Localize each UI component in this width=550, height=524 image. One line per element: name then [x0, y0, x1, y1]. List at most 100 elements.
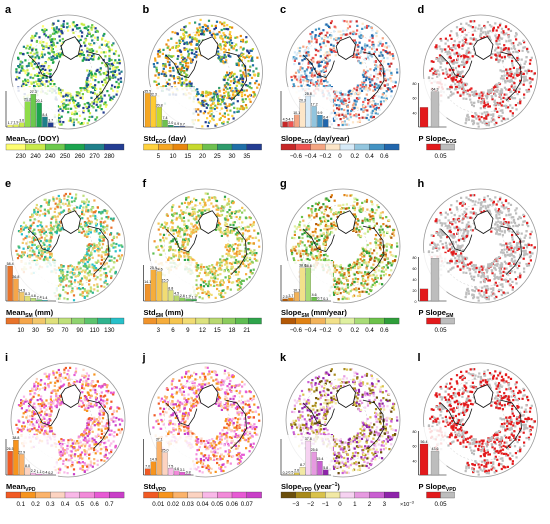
map-pixel	[240, 282, 243, 286]
colorbar-tick-label: 10	[17, 327, 24, 334]
map-pixel	[496, 37, 499, 40]
map-pixel	[379, 40, 382, 43]
map-pixel	[226, 109, 229, 112]
map-pixel	[229, 36, 232, 39]
map-pixel	[173, 77, 176, 80]
map-pixel	[473, 116, 476, 119]
map-pixel	[87, 265, 90, 268]
map-pixel	[107, 45, 110, 48]
map-pixel	[212, 92, 215, 95]
map-pixel	[501, 60, 504, 63]
map-pixel	[46, 251, 49, 254]
map-pixel	[303, 70, 306, 73]
map-pixel	[41, 44, 44, 47]
map-pixel	[45, 80, 48, 83]
map-pixel	[364, 74, 367, 77]
map-pixel	[358, 117, 361, 120]
map-pixel	[351, 104, 355, 107]
map-pixel	[172, 69, 175, 72]
map-pixel	[464, 83, 467, 86]
map-pixel	[226, 71, 229, 74]
map-pixel	[200, 32, 203, 36]
map-pixel	[203, 271, 207, 274]
map-pixel	[298, 62, 301, 65]
map-pixel	[188, 33, 191, 37]
map-pixel	[378, 54, 381, 57]
colorbar-tick-label: 0.4	[365, 153, 374, 160]
map-pixel	[235, 254, 238, 257]
colorbar-segment	[84, 317, 98, 325]
map-pixel	[195, 43, 198, 46]
map-pixel	[222, 88, 225, 91]
map-pixel	[440, 50, 443, 53]
map-pixel	[373, 75, 376, 78]
colorbar-segment	[440, 143, 455, 151]
map-pixel	[452, 92, 455, 95]
map-pixel	[181, 56, 185, 59]
map-pixel	[237, 93, 240, 96]
map-pixel	[333, 91, 336, 94]
map-pixel	[522, 83, 525, 86]
map-pixel	[251, 59, 254, 62]
map-pixel	[219, 214, 222, 217]
eurasia-coastline	[87, 51, 110, 101]
map-pixel	[356, 86, 359, 89]
map-pixel	[189, 41, 192, 44]
map-pixel	[456, 58, 459, 61]
map-pixel	[493, 104, 496, 107]
map-pixel	[510, 90, 513, 93]
map-pixel	[486, 21, 489, 24]
map-pixel	[176, 67, 179, 70]
map-pixel	[96, 289, 99, 292]
map-pixel	[236, 236, 239, 239]
map-pixel	[320, 70, 323, 73]
map-pixel	[154, 57, 157, 60]
map-pixel	[217, 284, 220, 287]
map-pixel	[447, 75, 450, 78]
map-pixel	[474, 53, 477, 56]
map-pixel	[183, 35, 186, 38]
map-pixel	[86, 272, 89, 275]
map-pixel	[172, 238, 175, 241]
map-pixel	[104, 267, 107, 270]
map-pixel	[522, 66, 525, 69]
map-pixel	[176, 32, 179, 35]
map-pixel	[499, 95, 502, 98]
map-pixel	[220, 213, 224, 217]
map-pixel	[179, 36, 182, 39]
map-pixel	[21, 61, 24, 64]
map-pixel	[322, 69, 325, 72]
map-pixel	[214, 274, 217, 277]
map-pixel	[320, 80, 323, 83]
map-pixel	[100, 236, 103, 239]
greenland-outline	[335, 36, 356, 60]
map-pixel	[360, 89, 364, 92]
map-pixel	[329, 47, 332, 51]
map-pixel	[51, 79, 54, 83]
map-pixel	[77, 105, 80, 108]
map-pixel	[351, 108, 354, 111]
map-pixel	[247, 263, 250, 266]
map-pixel	[373, 85, 376, 89]
map-pixel	[460, 81, 463, 84]
map-pixel	[228, 37, 231, 40]
map-pixel	[217, 214, 220, 217]
map-pixel	[516, 51, 519, 54]
map-pixel	[207, 284, 210, 288]
map-pixel	[40, 244, 43, 247]
map-pixel	[187, 62, 190, 65]
map-pixel	[223, 21, 226, 24]
map-pixel	[165, 237, 168, 240]
map-pixel	[63, 197, 66, 200]
map-pixel	[496, 43, 499, 46]
map-pixel	[24, 236, 27, 240]
map-pixel	[240, 93, 244, 97]
map-pixel	[33, 208, 36, 211]
map-pixel	[172, 214, 175, 218]
map-pixel	[110, 87, 113, 90]
map-pixel	[47, 209, 50, 212]
map-pixel	[209, 107, 212, 110]
map-pixel	[178, 39, 181, 42]
map-pixel	[371, 100, 374, 103]
map-pixel	[115, 80, 118, 84]
